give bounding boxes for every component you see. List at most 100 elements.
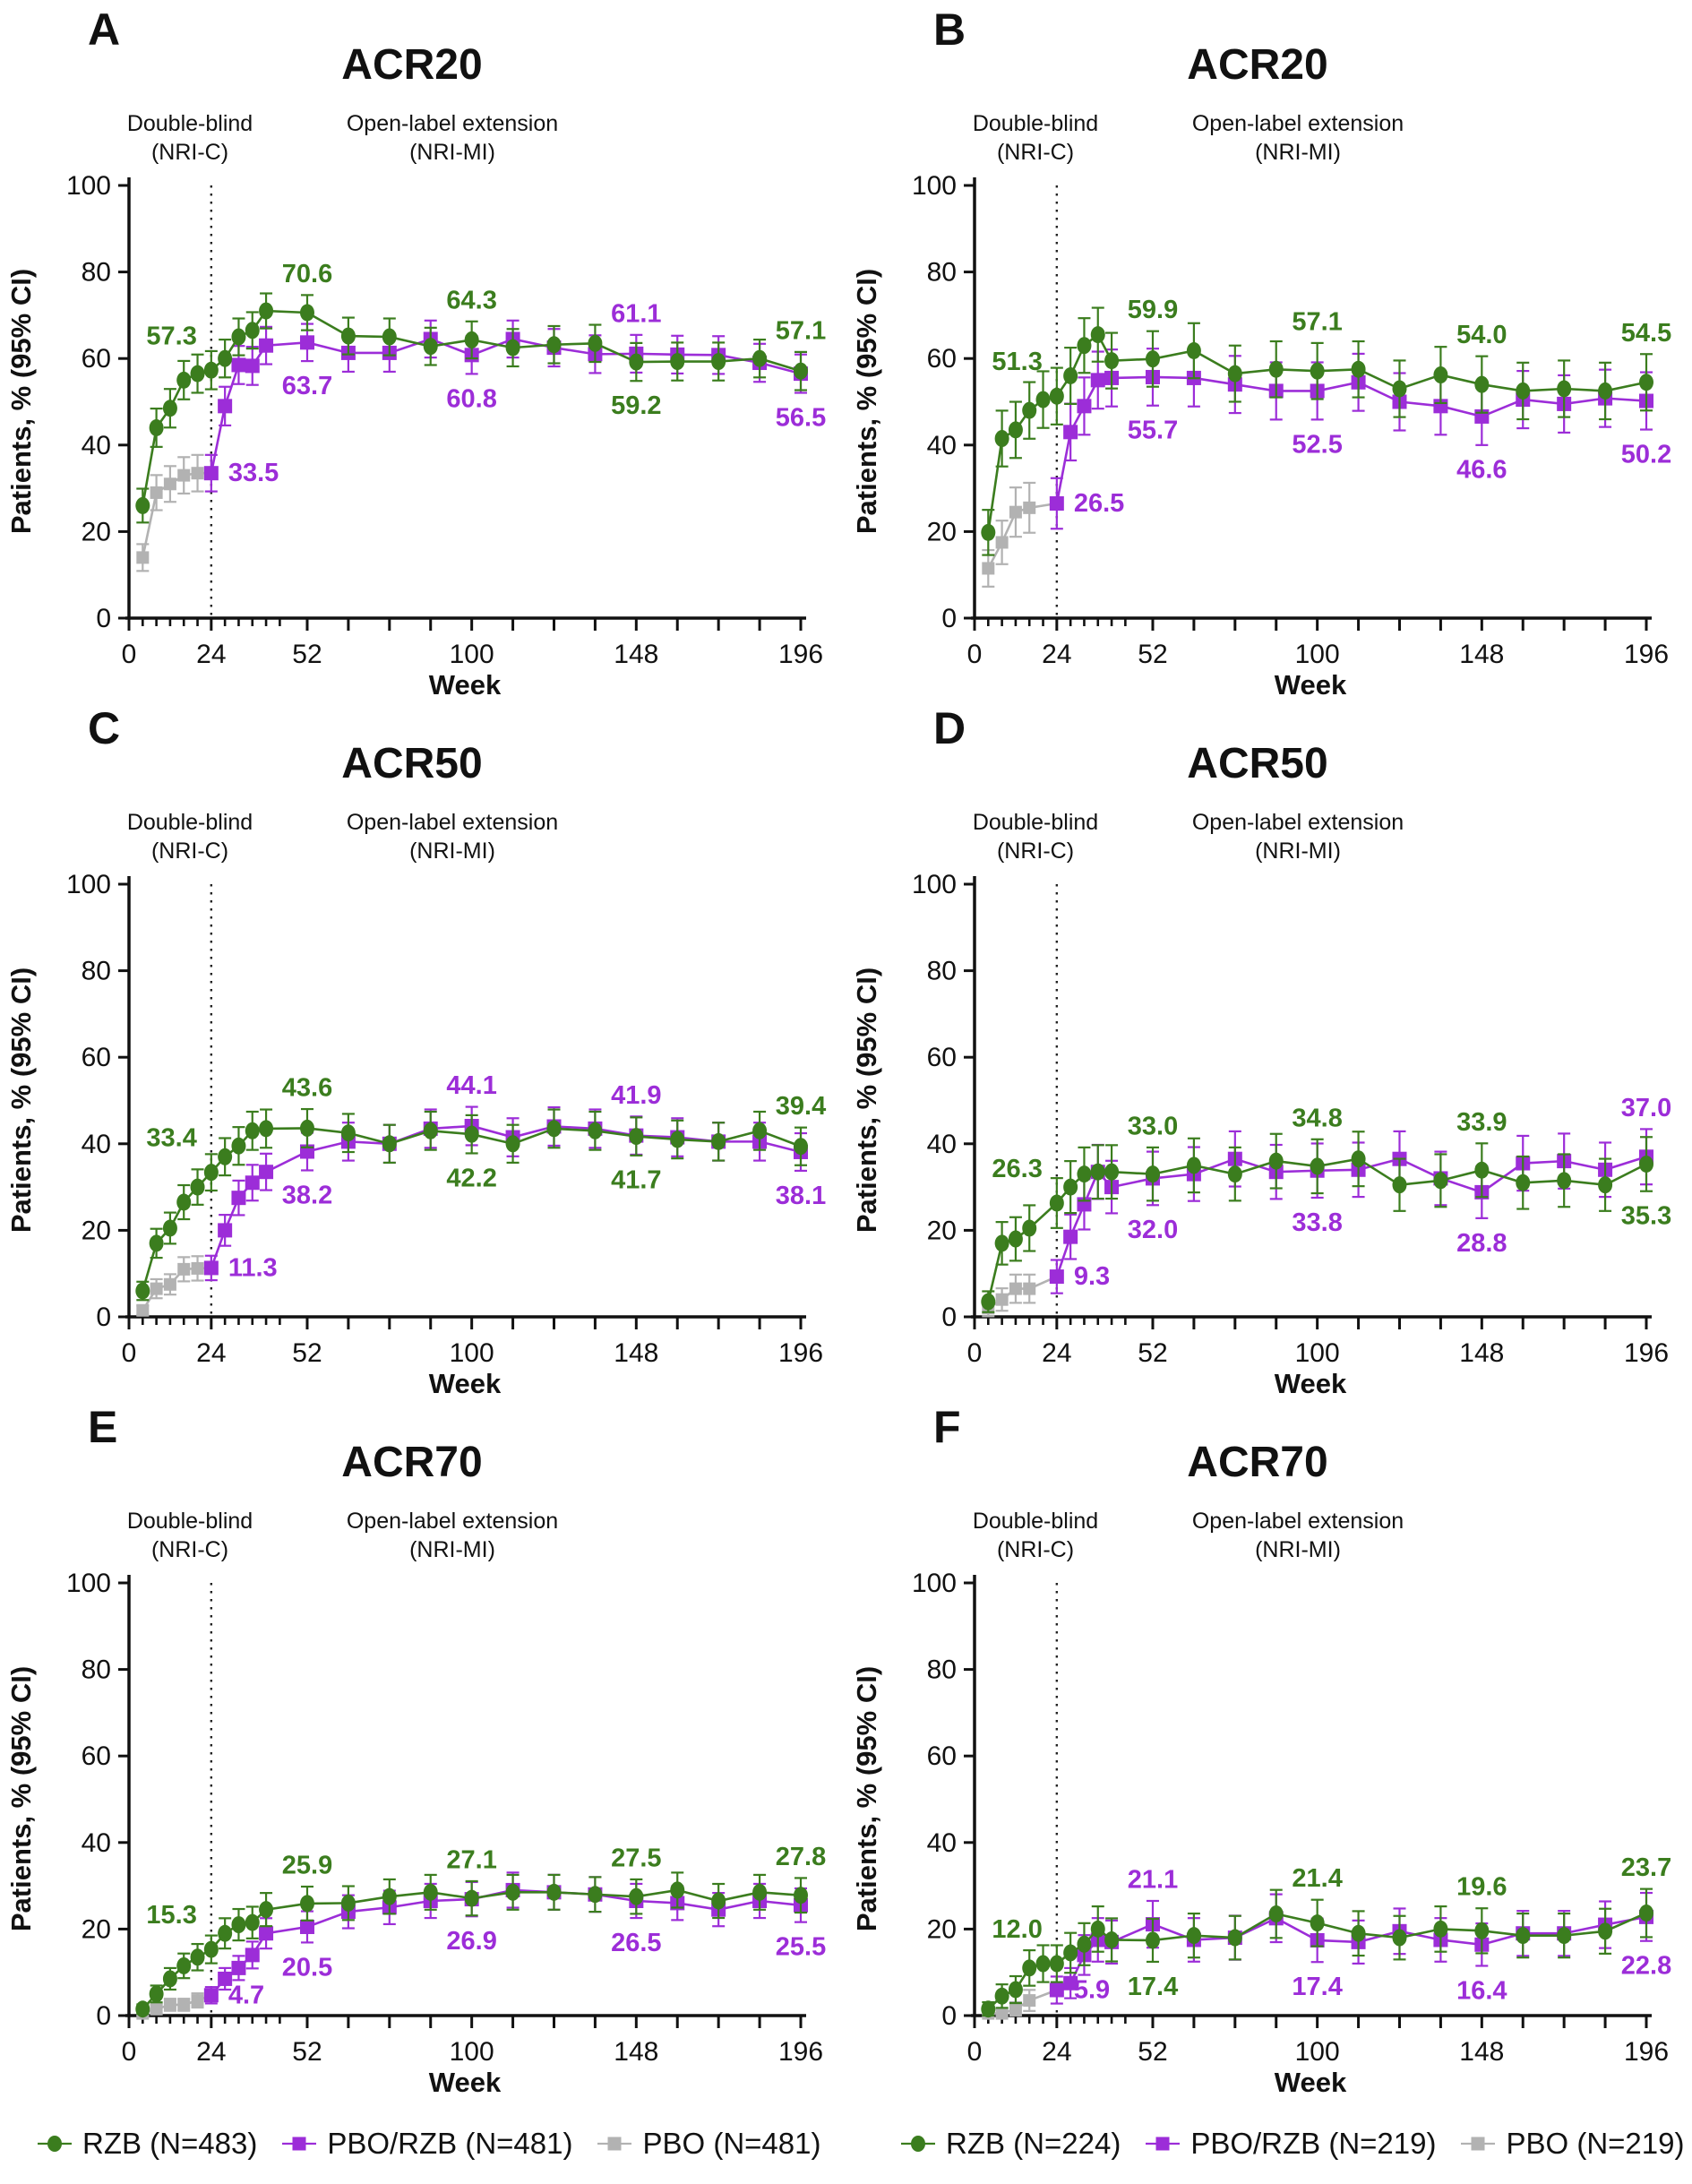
data-point-circle — [1104, 1930, 1120, 1948]
data-point-square — [1049, 1982, 1064, 1998]
y-tick-label: 100 — [912, 1569, 957, 1598]
phase-open-label-sublabel: (NRI-MI) — [1255, 140, 1341, 165]
x-tick-label: 0 — [122, 1338, 137, 1368]
x-tick-label: 0 — [967, 2037, 983, 2067]
data-point-square — [259, 338, 274, 353]
pbo-rzb-marker-icon — [1146, 2137, 1181, 2151]
data-point-circle — [176, 371, 192, 389]
y-tick-label: 40 — [82, 431, 111, 460]
data-point-circle — [1090, 1920, 1105, 1938]
y-tick-label: 20 — [927, 1216, 957, 1245]
data-point-circle — [340, 327, 356, 345]
data-point-circle — [794, 1887, 808, 1905]
data-point-circle — [794, 362, 808, 380]
panel-F-chart: F ACR70 Double-blind (NRI-C) Open-label exte… — [851, 1402, 1671, 2096]
phase-open-label-label: Open-label extension — [347, 111, 558, 136]
data-point-circle — [1433, 1920, 1448, 1938]
y-tick-label: 80 — [82, 258, 111, 288]
data-point-circle — [1598, 1176, 1613, 1194]
y-axis-title: Patients, % (95% CI) — [851, 269, 882, 534]
annotation-pbo_rzb-week100: 60.8 — [446, 384, 496, 413]
y-tick-label: 40 — [927, 1130, 957, 1159]
annotation-pbo_rzb-week196: 56.5 — [776, 403, 826, 432]
panel-C-title: ACR50 — [341, 740, 482, 787]
annotation-rzb-week52: 59.9 — [1128, 296, 1178, 324]
data-point-circle — [1186, 1156, 1201, 1174]
data-point-circle — [1008, 1981, 1023, 1999]
data-point-circle — [423, 1122, 438, 1139]
axes: 0 20 40 60 80 100 0 24 52 100 148 196 — [912, 870, 1669, 1368]
y-tick-label: 0 — [96, 604, 111, 633]
y-tick-label: 60 — [927, 344, 957, 374]
panel-E-chart: E ACR70 Double-blind (NRI-C) Open-label exte… — [5, 1402, 826, 2096]
data-point-circle — [162, 1970, 177, 1988]
data-point-circle — [162, 400, 177, 417]
data-point-circle — [1474, 1161, 1490, 1179]
data-point-circle — [1063, 367, 1078, 385]
phase-double-blind-label: Double-blind — [973, 810, 1098, 835]
data-point-circle — [981, 523, 996, 541]
data-point-circle — [1145, 1931, 1160, 1949]
data-point-circle — [1063, 1944, 1078, 1962]
annotation-rzb-week52: 43.6 — [282, 1074, 332, 1103]
data-point-circle — [203, 1164, 219, 1182]
annotation-pbo_rzb-week100: 17.4 — [1292, 1973, 1342, 2001]
data-point-square — [150, 2002, 163, 2016]
data-point-square — [245, 1175, 260, 1191]
pbo-marker-icon — [597, 2137, 632, 2151]
data-point-circle — [1104, 352, 1120, 370]
legend-left: RZB (N=483) PBO/RZB (N=481) PBO (N=481) — [0, 2103, 846, 2184]
data-point-circle — [464, 331, 479, 348]
annotation-pbo_rzb-week24: 5.9 — [1074, 1976, 1110, 2005]
data-point-circle — [203, 1940, 219, 1958]
data-point-circle — [1516, 1174, 1531, 1191]
data-point-circle — [1227, 1165, 1242, 1183]
phase-double-blind-label: Double-blind — [973, 111, 1098, 136]
y-tick-label: 60 — [82, 1741, 111, 1771]
y-axis-title: Patients, % (95% CI) — [5, 269, 37, 534]
x-tick-label: 24 — [1042, 640, 1071, 669]
legend-item-label: RZB (N=224) — [946, 2127, 1121, 2160]
panel-D-letter: D — [933, 703, 966, 753]
y-axis-title: Patients, % (95% CI) — [5, 967, 37, 1233]
legend-item-rzb: RZB (N=224) — [899, 2127, 1121, 2161]
data-point-circle — [162, 1219, 177, 1237]
data-point-circle — [218, 1924, 233, 1942]
y-tick-label: 20 — [82, 1216, 111, 1245]
y-tick-label: 0 — [941, 604, 957, 633]
panel-F-letter: F — [933, 1402, 961, 1452]
data-point-square — [231, 1960, 246, 1975]
axes: 0 20 40 60 80 100 0 24 52 100 148 196 — [66, 171, 823, 669]
y-tick-label: 60 — [82, 1043, 111, 1072]
data-point-circle — [135, 1282, 150, 1300]
data-point-square — [231, 1191, 246, 1206]
data-point-circle — [1639, 374, 1653, 391]
y-axis-title: Patients, % (95% CI) — [5, 1666, 37, 1931]
annotation-rzb-week148: 33.9 — [1456, 1108, 1507, 1137]
y-tick-label: 100 — [66, 1569, 111, 1598]
y-tick-label: 40 — [927, 1828, 957, 1858]
x-tick-label: 148 — [1459, 1338, 1504, 1368]
data-point-square — [150, 1282, 163, 1295]
data-point-circle — [1022, 401, 1037, 419]
value-annotations: 57.3 33.5 70.6 63.7 64.3 60.8 61.1 59.2 57.1 56.5 — [146, 260, 826, 487]
data-point-circle — [752, 349, 768, 367]
x-tick-label: 196 — [778, 1338, 823, 1368]
data-point-circle — [1639, 1905, 1653, 1922]
data-point-square — [1077, 399, 1092, 414]
y-axis-title: Patients, % (95% CI) — [851, 1666, 882, 1931]
data-point-square — [1049, 496, 1064, 512]
data-point-circle — [218, 349, 233, 367]
data-point-circle — [218, 1148, 233, 1165]
legend-item-rzb: RZB (N=483) — [36, 2127, 257, 2161]
data-point-square — [177, 1262, 191, 1276]
data-point-circle — [1268, 360, 1284, 378]
data-point-circle — [1077, 1165, 1092, 1183]
data-point-circle — [1090, 326, 1105, 344]
legend-marker-square — [1471, 2137, 1485, 2151]
data-point-circle — [1310, 1157, 1325, 1175]
data-point-circle — [1035, 1955, 1051, 1973]
data-point-square — [1049, 1269, 1064, 1285]
data-point-square — [1009, 1282, 1022, 1295]
